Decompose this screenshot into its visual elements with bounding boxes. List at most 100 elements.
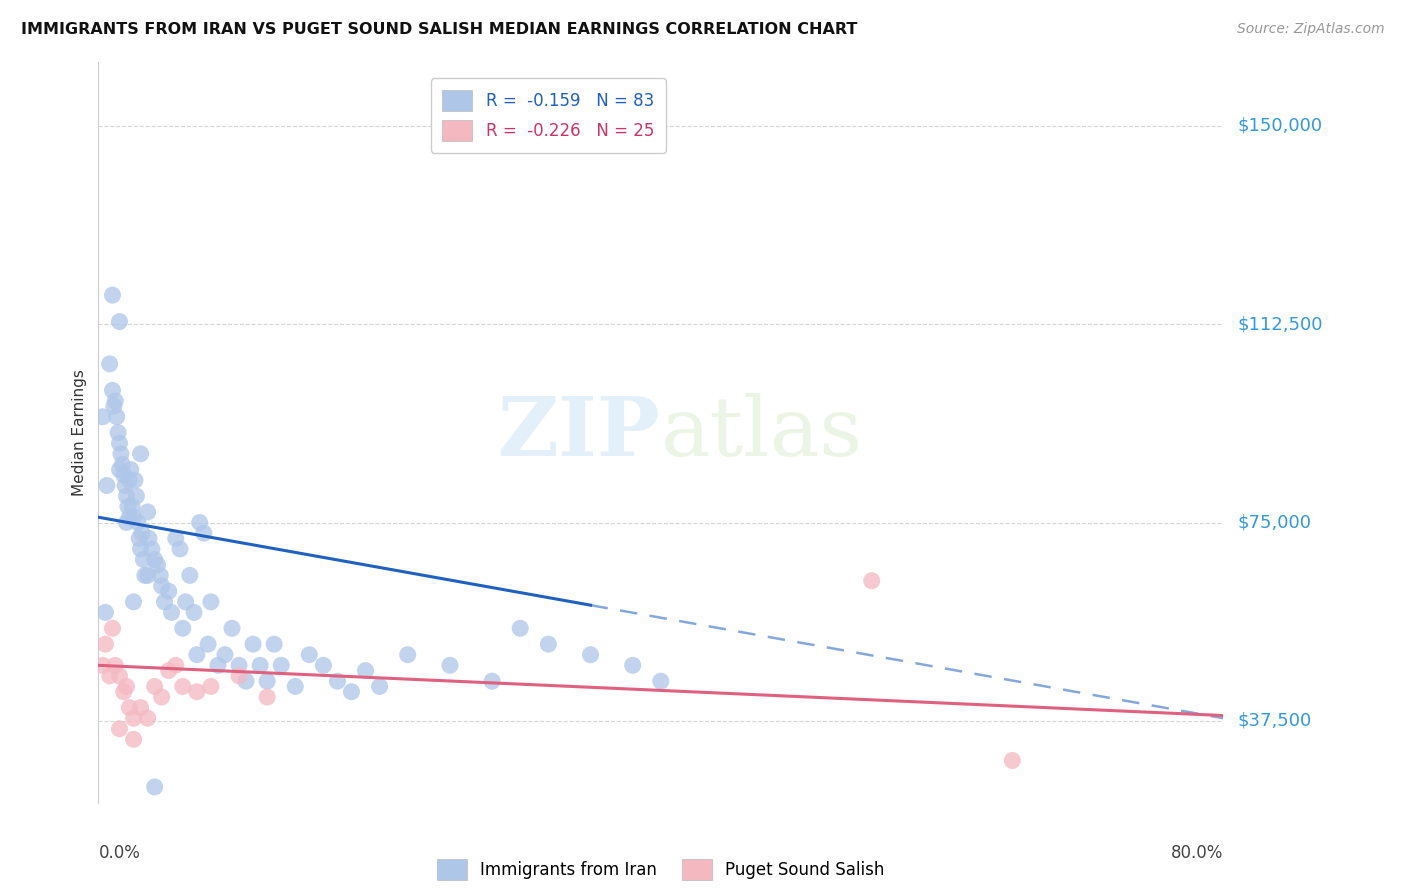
- Point: [284, 680, 307, 694]
- Point: [228, 669, 250, 683]
- Point: [150, 579, 173, 593]
- Point: [481, 674, 503, 689]
- Point: [183, 606, 205, 620]
- Point: [214, 648, 236, 662]
- Point: [354, 664, 377, 678]
- Point: [270, 658, 292, 673]
- Point: [101, 384, 124, 398]
- Point: [368, 680, 391, 694]
- Point: [91, 409, 114, 424]
- Point: [117, 500, 139, 514]
- Point: [98, 357, 121, 371]
- Point: [129, 541, 152, 556]
- Point: [107, 425, 129, 440]
- Point: [150, 690, 173, 704]
- Point: [101, 621, 124, 635]
- Point: [94, 606, 117, 620]
- Point: [221, 621, 243, 635]
- Point: [94, 637, 117, 651]
- Point: [103, 399, 125, 413]
- Point: [124, 473, 146, 487]
- Point: [235, 674, 257, 689]
- Point: [122, 595, 145, 609]
- Point: [228, 658, 250, 673]
- Point: [439, 658, 461, 673]
- Point: [110, 447, 132, 461]
- Point: [134, 568, 156, 582]
- Point: [172, 680, 194, 694]
- Point: [160, 606, 183, 620]
- Legend: Immigrants from Iran, Puget Sound Salish: Immigrants from Iran, Puget Sound Salish: [430, 852, 891, 887]
- Point: [104, 658, 127, 673]
- Point: [860, 574, 883, 588]
- Point: [108, 436, 131, 450]
- Point: [118, 700, 141, 714]
- Text: 80.0%: 80.0%: [1171, 844, 1223, 862]
- Point: [122, 711, 145, 725]
- Point: [111, 458, 134, 472]
- Point: [298, 648, 321, 662]
- Point: [143, 680, 166, 694]
- Point: [131, 526, 153, 541]
- Point: [112, 685, 135, 699]
- Point: [249, 658, 271, 673]
- Point: [146, 558, 169, 572]
- Point: [122, 732, 145, 747]
- Text: atlas: atlas: [661, 392, 863, 473]
- Point: [114, 478, 136, 492]
- Point: [650, 674, 672, 689]
- Point: [91, 658, 114, 673]
- Point: [256, 674, 278, 689]
- Point: [242, 637, 264, 651]
- Point: [136, 711, 159, 725]
- Point: [96, 478, 118, 492]
- Point: [179, 568, 201, 582]
- Text: $112,500: $112,500: [1237, 315, 1323, 334]
- Point: [105, 409, 128, 424]
- Point: [141, 541, 163, 556]
- Point: [122, 510, 145, 524]
- Point: [174, 595, 197, 609]
- Point: [129, 700, 152, 714]
- Point: [143, 552, 166, 566]
- Point: [157, 664, 180, 678]
- Text: ZIP: ZIP: [498, 392, 661, 473]
- Point: [118, 510, 141, 524]
- Point: [621, 658, 644, 673]
- Point: [579, 648, 602, 662]
- Point: [120, 462, 142, 476]
- Text: $150,000: $150,000: [1237, 117, 1322, 135]
- Point: [104, 393, 127, 408]
- Point: [132, 552, 155, 566]
- Point: [340, 685, 363, 699]
- Point: [115, 680, 138, 694]
- Point: [108, 722, 131, 736]
- Point: [128, 532, 150, 546]
- Y-axis label: Median Earnings: Median Earnings: [72, 369, 87, 496]
- Point: [121, 500, 143, 514]
- Point: [136, 505, 159, 519]
- Point: [1001, 754, 1024, 768]
- Point: [172, 621, 194, 635]
- Point: [193, 526, 215, 541]
- Point: [108, 315, 131, 329]
- Point: [197, 637, 219, 651]
- Text: 0.0%: 0.0%: [98, 844, 141, 862]
- Point: [129, 447, 152, 461]
- Point: [112, 467, 135, 482]
- Point: [537, 637, 560, 651]
- Text: $37,500: $37,500: [1237, 712, 1312, 730]
- Point: [153, 595, 176, 609]
- Point: [263, 637, 285, 651]
- Point: [200, 595, 222, 609]
- Point: [115, 516, 138, 530]
- Point: [312, 658, 335, 673]
- Point: [115, 489, 138, 503]
- Point: [186, 685, 208, 699]
- Point: [207, 658, 229, 673]
- Point: [143, 780, 166, 794]
- Point: [165, 532, 187, 546]
- Point: [136, 568, 159, 582]
- Point: [118, 473, 141, 487]
- Point: [200, 680, 222, 694]
